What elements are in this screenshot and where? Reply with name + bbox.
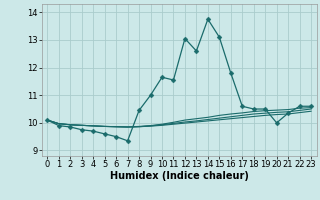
X-axis label: Humidex (Indice chaleur): Humidex (Indice chaleur) <box>110 171 249 181</box>
